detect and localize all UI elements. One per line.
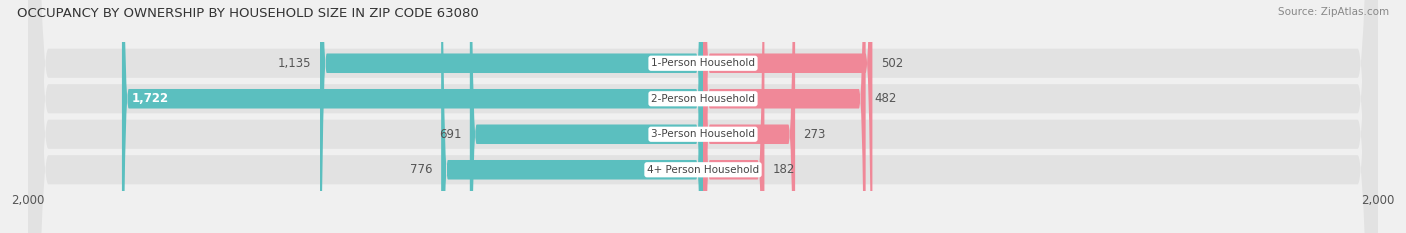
FancyBboxPatch shape <box>703 0 796 233</box>
FancyBboxPatch shape <box>28 0 1378 233</box>
Text: 3-Person Household: 3-Person Household <box>651 129 755 139</box>
FancyBboxPatch shape <box>703 0 765 233</box>
Text: 482: 482 <box>875 92 897 105</box>
Text: 502: 502 <box>880 57 903 70</box>
Text: 1,722: 1,722 <box>132 92 169 105</box>
FancyBboxPatch shape <box>703 0 866 233</box>
FancyBboxPatch shape <box>28 0 1378 233</box>
Text: 2-Person Household: 2-Person Household <box>651 94 755 104</box>
Text: 1,135: 1,135 <box>278 57 312 70</box>
Text: 776: 776 <box>411 163 433 176</box>
FancyBboxPatch shape <box>441 0 703 233</box>
Text: Source: ZipAtlas.com: Source: ZipAtlas.com <box>1278 7 1389 17</box>
Text: 1-Person Household: 1-Person Household <box>651 58 755 68</box>
Text: OCCUPANCY BY OWNERSHIP BY HOUSEHOLD SIZE IN ZIP CODE 63080: OCCUPANCY BY OWNERSHIP BY HOUSEHOLD SIZE… <box>17 7 478 20</box>
FancyBboxPatch shape <box>321 0 703 233</box>
FancyBboxPatch shape <box>703 0 872 233</box>
FancyBboxPatch shape <box>470 0 703 233</box>
FancyBboxPatch shape <box>28 0 1378 233</box>
Text: 273: 273 <box>804 128 825 141</box>
Text: 691: 691 <box>439 128 461 141</box>
Text: 4+ Person Household: 4+ Person Household <box>647 165 759 175</box>
Text: 182: 182 <box>773 163 796 176</box>
FancyBboxPatch shape <box>28 0 1378 233</box>
FancyBboxPatch shape <box>122 0 703 233</box>
